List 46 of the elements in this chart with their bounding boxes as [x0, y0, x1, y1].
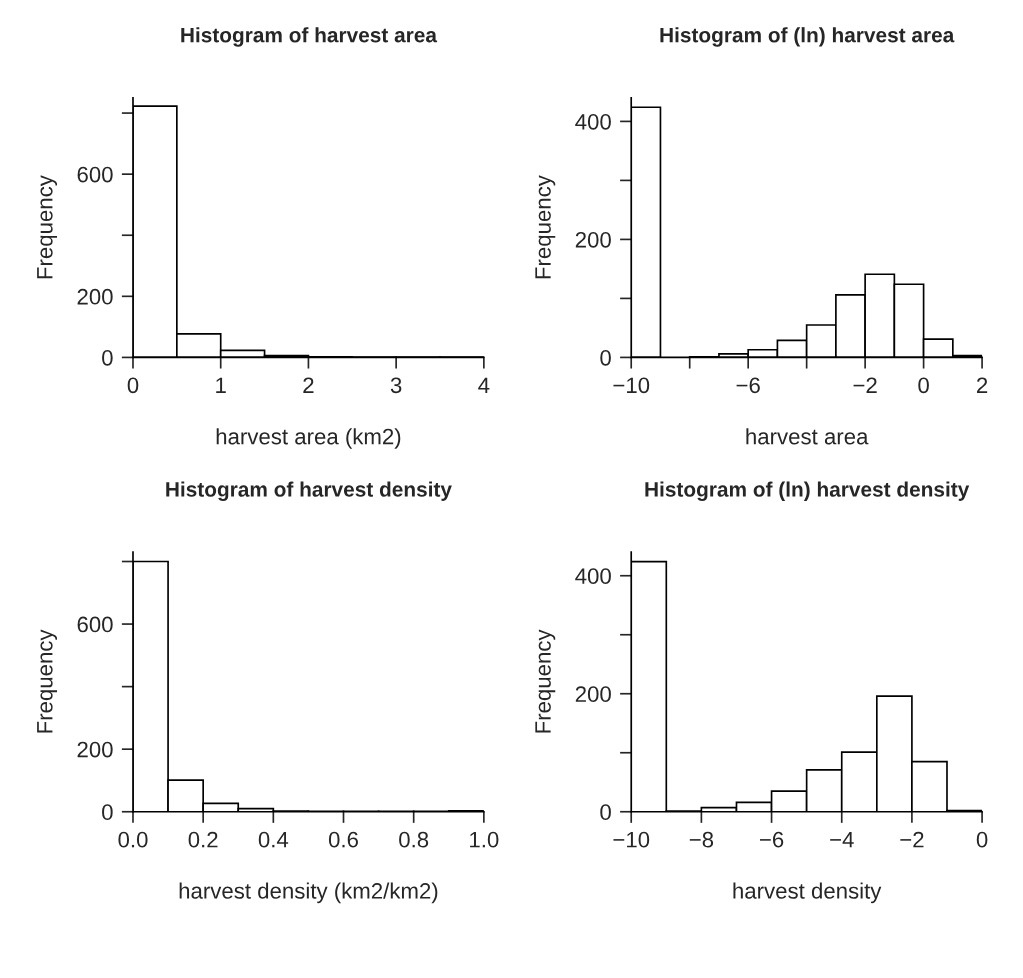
- chart-title: Histogram of harvest area: [181, 27, 438, 47]
- x-tick-label: 1: [216, 377, 226, 393]
- y-tick-label: 600: [77, 616, 113, 633]
- x-tick-label: −8: [689, 831, 714, 848]
- x-tick-label: 0.0: [118, 831, 148, 848]
- x-tick-label: 1.0: [470, 831, 499, 848]
- y-axis-title: Frequency: [535, 175, 556, 279]
- x-tick-label: 3: [390, 377, 402, 394]
- x-tick-label: −2: [900, 831, 924, 848]
- y-tick-label: 400: [575, 113, 611, 130]
- x-tick-label: 2: [303, 377, 314, 393]
- y-tick-label: 0: [102, 349, 113, 366]
- y-axis-title: Frequency: [37, 175, 58, 279]
- y-tick-label: 0: [600, 804, 611, 821]
- y-tick-label: 0: [600, 349, 611, 366]
- chart-title: Histogram of (ln) harvest density: [645, 481, 970, 501]
- y-tick-label: 200: [77, 288, 113, 305]
- x-axis-title: harvest area (km2): [216, 428, 401, 449]
- y-tick-label: 200: [575, 231, 611, 248]
- x-tick-label: 0.8: [399, 831, 429, 848]
- x-tick-label: −2: [853, 377, 877, 393]
- y-tick-label: 400: [575, 568, 611, 584]
- x-tick-label: −10: [613, 831, 650, 848]
- chart-title: Histogram of harvest density: [166, 481, 452, 501]
- x-tick-label: −4: [830, 832, 854, 848]
- y-tick-label: 600: [77, 166, 113, 183]
- x-tick-label: 2: [977, 377, 988, 393]
- y-tick-label: 0: [102, 804, 113, 821]
- y-tick-label: 200: [575, 686, 611, 702]
- x-axis-title: harvest area: [746, 428, 869, 445]
- y-axis-title: Frequency: [37, 629, 58, 733]
- x-tick-label: 0: [127, 377, 139, 394]
- y-tick-label: 200: [77, 741, 113, 758]
- x-tick-label: 0: [918, 377, 929, 394]
- x-tick-label: 0.4: [258, 831, 289, 848]
- x-axis-title: harvest density: [733, 882, 882, 904]
- x-tick-label: −10: [613, 377, 650, 394]
- x-tick-label: 0: [976, 831, 988, 848]
- chart-title: Histogram of (ln) harvest area: [660, 27, 955, 47]
- x-tick-label: 0.6: [328, 831, 358, 848]
- x-tick-label: −6: [759, 831, 784, 848]
- x-axis-title: harvest density (km2/km2): [179, 882, 438, 904]
- x-tick-label: 0.2: [188, 831, 218, 848]
- x-tick-label: −6: [736, 377, 760, 394]
- y-axis-title: Frequency: [535, 629, 556, 733]
- x-tick-label: 4: [478, 377, 490, 393]
